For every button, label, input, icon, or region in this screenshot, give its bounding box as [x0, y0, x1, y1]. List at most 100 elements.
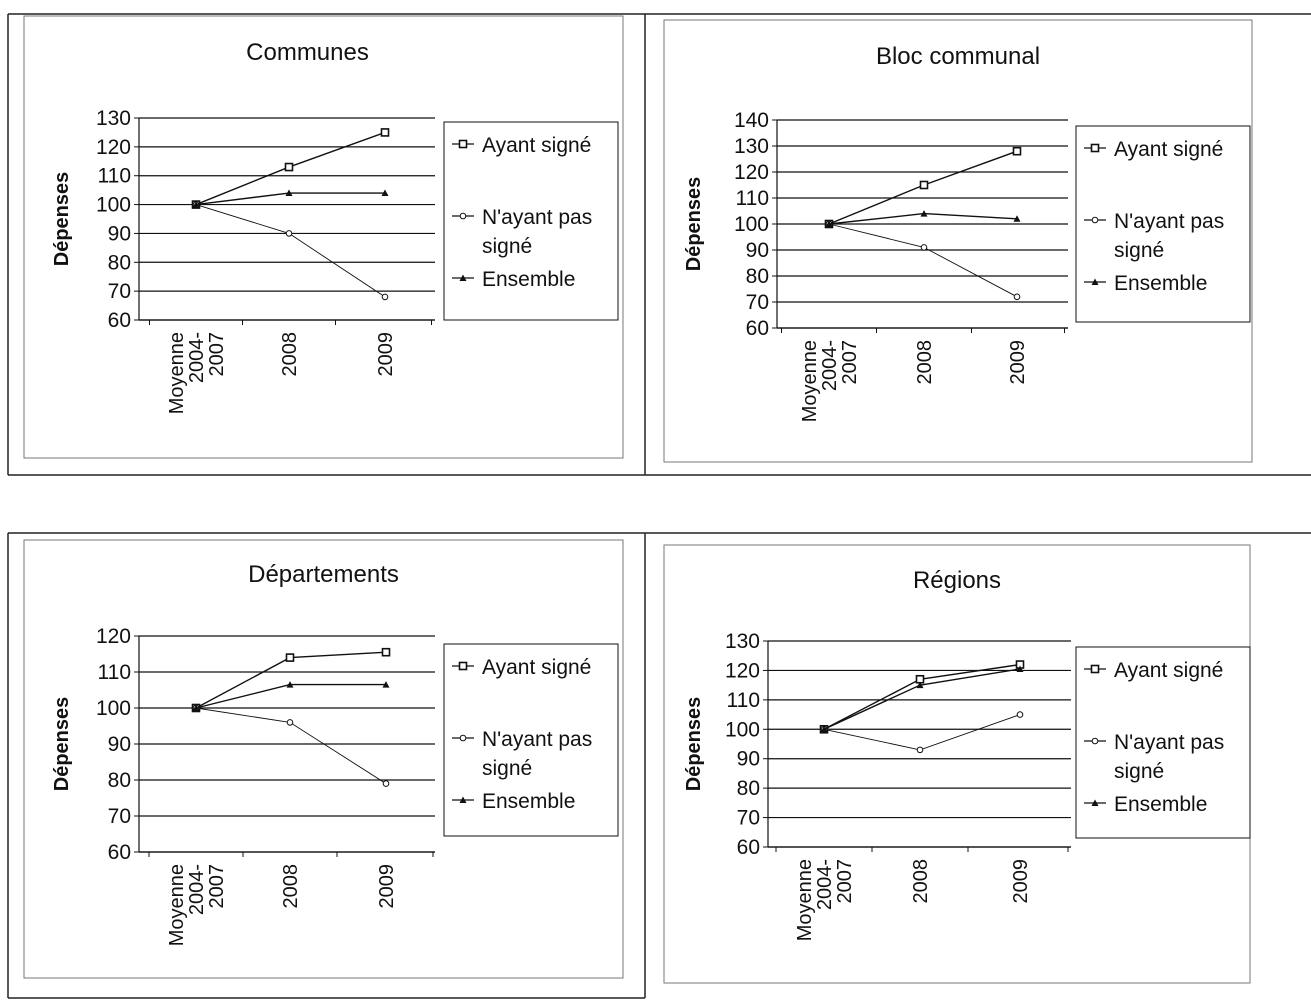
- y-tick-label: 60: [108, 309, 131, 332]
- x-tick-label: Moyenne: [794, 859, 816, 941]
- legend-label: Ensemble: [1114, 793, 1207, 816]
- x-tick-label: 2007: [839, 340, 861, 385]
- legend-box: [1075, 646, 1251, 839]
- data-point: [916, 746, 924, 754]
- legend-label: Ayant signé: [1114, 138, 1223, 161]
- y-tick-label: 90: [737, 748, 760, 771]
- y-tick-label: 80: [737, 777, 760, 800]
- legend-label: signé: [1114, 239, 1164, 262]
- legend-marker: [1091, 278, 1099, 285]
- data-point: [381, 189, 389, 197]
- y-tick-label: 100: [734, 213, 769, 236]
- x-tick-label: 2008: [910, 859, 932, 904]
- data-point: [920, 244, 928, 251]
- data-point: [192, 201, 200, 208]
- y-tick-label: 130: [734, 135, 769, 158]
- y-tick-label: 120: [734, 161, 769, 184]
- chart-title: Bloc communal: [876, 43, 1040, 70]
- legend-label: N'ayant pas: [482, 728, 592, 751]
- x-tick-label: 2008: [279, 332, 301, 377]
- legend-label: signé: [482, 235, 532, 258]
- y-tick-label: 110: [727, 689, 760, 712]
- y-tick-label: 100: [96, 194, 131, 217]
- y-tick-label: 60: [108, 841, 131, 864]
- y-tick-label: 80: [108, 251, 131, 274]
- y-tick-label: 110: [736, 187, 769, 210]
- legend-label: Ensemble: [1114, 272, 1207, 295]
- legend-label: Ensemble: [482, 790, 575, 813]
- data-point: [920, 210, 928, 217]
- y-tick-label: 100: [96, 697, 131, 720]
- legend-box: [1075, 125, 1251, 323]
- data-point: [382, 780, 390, 787]
- y-tick-label: 60: [746, 317, 769, 340]
- x-tick-label: 2008: [280, 864, 302, 909]
- data-point: [192, 704, 200, 711]
- y-tick-label: 90: [108, 733, 131, 756]
- x-tick-label: 2004-: [814, 859, 836, 910]
- y-tick-label: 70: [746, 291, 769, 314]
- chart-title: Départements: [248, 561, 399, 588]
- data-point: [285, 189, 293, 197]
- y-tick-label: 140: [734, 109, 769, 132]
- x-tick-label: 2007: [206, 332, 228, 377]
- data-point: [916, 681, 924, 689]
- y-tick-label: 110: [98, 661, 131, 684]
- data-point: [820, 725, 828, 733]
- x-tick-label: Moyenne: [166, 864, 188, 946]
- x-tick-label: 2009: [375, 332, 397, 377]
- x-tick-label: 2004-: [186, 332, 208, 383]
- data-point: [825, 220, 833, 227]
- legend-label: signé: [1114, 760, 1164, 783]
- data-point: [286, 719, 294, 726]
- x-tick-label: 2009: [1010, 859, 1032, 904]
- y-tick-label: 120: [96, 625, 131, 648]
- legend-label: Ensemble: [482, 268, 575, 291]
- x-tick-label: 2004-: [819, 340, 841, 391]
- legend-marker: [458, 139, 468, 149]
- legend-marker: [1090, 664, 1100, 674]
- legend-marker: [459, 212, 467, 220]
- legend-label: N'ayant pas: [482, 206, 592, 229]
- legend-label: Ayant signé: [482, 134, 591, 157]
- data-point: [286, 681, 294, 688]
- legend-box: [443, 643, 619, 837]
- legend-label: Ayant signé: [482, 656, 591, 679]
- x-tick-label: 2007: [834, 859, 856, 904]
- chart-panel: Communes 60 70 80 90 100 110 120 130 Dépenses Moye…: [23, 15, 624, 459]
- y-tick-label: 70: [108, 805, 131, 828]
- data-point: [381, 647, 391, 657]
- x-tick-label: Moyenne: [166, 332, 188, 414]
- legend-marker: [1090, 143, 1100, 153]
- y-axis-title: Dépenses: [51, 172, 73, 267]
- legend-box: [443, 121, 619, 321]
- chart-panel: Bloc communal 60 70 80 90 100 110 120 130 140 Dépe…: [663, 19, 1253, 463]
- x-tick-label: Moyenne: [799, 340, 821, 422]
- y-tick-label: 70: [108, 280, 131, 303]
- chart-title: Communes: [246, 39, 369, 66]
- data-point: [1013, 215, 1021, 222]
- legend-marker: [459, 734, 467, 742]
- x-tick-label: 2009: [376, 864, 398, 909]
- y-tick-label: 100: [725, 718, 760, 741]
- y-axis-title: Dépenses: [51, 697, 73, 792]
- data-point: [382, 681, 390, 688]
- y-tick-label: 60: [737, 836, 760, 859]
- legend-marker: [459, 796, 467, 803]
- legend-marker: [1091, 799, 1099, 806]
- data-point: [1012, 146, 1022, 156]
- data-point: [1016, 711, 1024, 718]
- data-point: [1013, 293, 1021, 301]
- data-point: [381, 293, 389, 301]
- legend-label: N'ayant pas: [1114, 731, 1224, 754]
- x-tick-label: 2008: [914, 340, 936, 385]
- chart-title: Régions: [913, 567, 1001, 594]
- y-tick-label: 130: [96, 107, 131, 130]
- y-axis-title: Dépenses: [683, 177, 705, 272]
- y-tick-label: 80: [746, 265, 769, 288]
- y-tick-label: 130: [725, 630, 760, 653]
- legend-label: Ayant signé: [1114, 659, 1223, 682]
- legend-marker: [458, 661, 468, 671]
- y-tick-label: 120: [725, 659, 760, 682]
